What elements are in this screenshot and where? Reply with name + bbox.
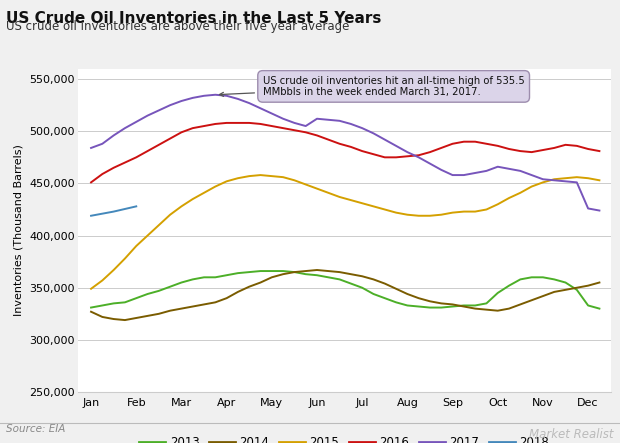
Text: US Crude Oil Inventories in the Last 5 Years: US Crude Oil Inventories in the Last 5 Y… <box>6 11 381 26</box>
Text: US crude oil inventories hit an all-time high of 535.5
MMbbls in the week ended : US crude oil inventories hit an all-time… <box>219 76 525 97</box>
Y-axis label: Inventories (Thousand Barrels): Inventories (Thousand Barrels) <box>14 144 24 316</box>
Text: Source: EIA: Source: EIA <box>6 424 66 434</box>
Text: Market Realist: Market Realist <box>529 428 614 441</box>
Legend: 2013, 2014, 2015, 2016, 2017, 2018: 2013, 2014, 2015, 2016, 2017, 2018 <box>135 431 554 443</box>
Text: US crude oil inventories are above their five year average: US crude oil inventories are above their… <box>6 20 350 33</box>
